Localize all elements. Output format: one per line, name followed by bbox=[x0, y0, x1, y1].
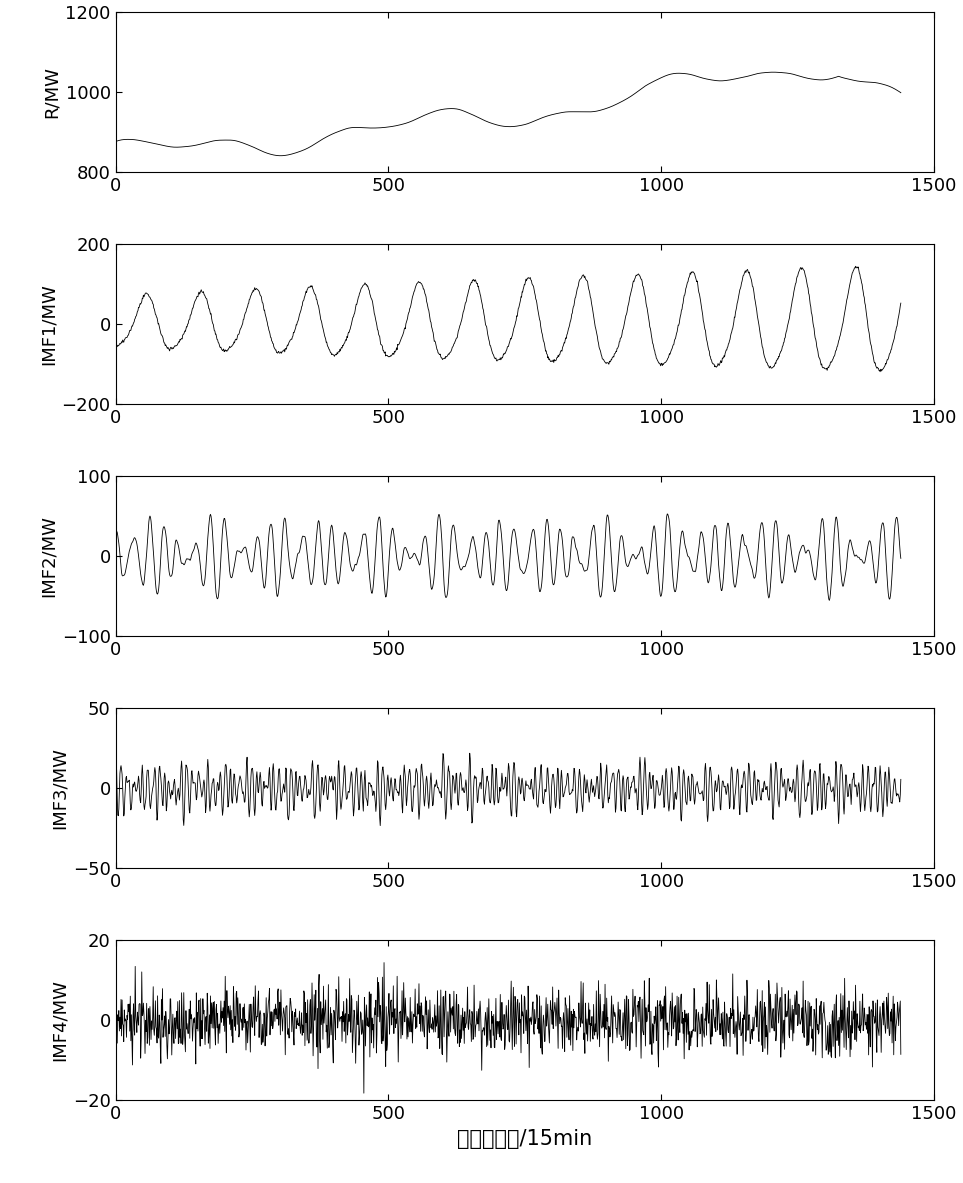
Y-axis label: IMF2/MW: IMF2/MW bbox=[39, 515, 58, 597]
Y-axis label: IMF4/MW: IMF4/MW bbox=[51, 980, 68, 1061]
Y-axis label: R/MW: R/MW bbox=[43, 66, 62, 118]
X-axis label: 时间采样点/15min: 时间采样点/15min bbox=[457, 1129, 592, 1149]
Y-axis label: IMF3/MW: IMF3/MW bbox=[51, 748, 68, 829]
Y-axis label: IMF1/MW: IMF1/MW bbox=[39, 283, 58, 364]
